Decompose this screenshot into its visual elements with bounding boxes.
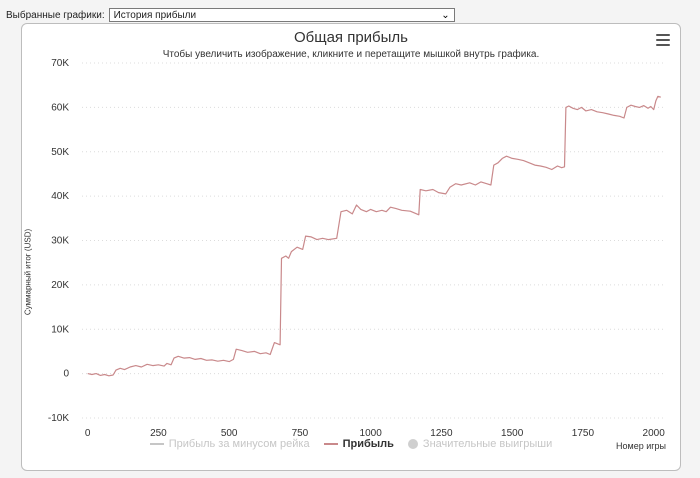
- x-axis-title: Номер игры: [616, 441, 666, 451]
- legend-line-symbol: [323, 443, 338, 445]
- x-tick-label: 1500: [501, 428, 524, 439]
- chart-selector-label: Выбранные графики:: [6, 9, 105, 21]
- y-tick-label: 70K: [51, 58, 69, 69]
- legend-item-profit-minus-rake[interactable]: Прибыль за минусом рейка: [149, 438, 310, 450]
- legend-label: Прибыль: [342, 438, 394, 450]
- x-tick-label: 2000: [643, 428, 666, 439]
- legend-label: Значительные выигрыши: [422, 438, 553, 450]
- y-tick-label: 30K: [51, 236, 69, 247]
- hamburger-menu-icon[interactable]: [656, 34, 670, 46]
- x-tick-label: 0: [85, 428, 91, 439]
- y-tick-label: 50K: [51, 147, 69, 158]
- y-tick-label: 20K: [51, 280, 69, 291]
- chart-title: Общая прибыль: [293, 29, 409, 46]
- legend-item-big-wins[interactable]: Значительные выигрыши: [407, 438, 553, 450]
- chart-panel[interactable]: Общая прибыль Чтобы увеличить изображени…: [21, 23, 681, 471]
- y-tick-label: -10K: [48, 413, 69, 424]
- legend-line-symbol: [149, 443, 164, 445]
- x-tick-label: 1000: [360, 428, 383, 439]
- chart-selector-bar: Выбранные графики: История прибыли ⌄: [6, 7, 455, 23]
- chevron-down-icon: ⌄: [441, 10, 450, 21]
- y-axis-title: Суммарный итог (USD): [23, 228, 33, 316]
- x-tick-label: 1750: [572, 428, 595, 439]
- y-tick-label: 60K: [51, 102, 69, 113]
- legend-dot-symbol: [407, 439, 418, 449]
- y-tick-label: 10K: [51, 324, 69, 335]
- series-line-profit[interactable]: [87, 95, 661, 377]
- legend-label: Прибыль за минусом рейка: [168, 438, 310, 450]
- y-tick-label: 0: [63, 369, 69, 380]
- legend: Прибыль за минусом рейка Прибыль Значите…: [22, 437, 680, 451]
- chart-select[interactable]: История прибыли ⌄: [108, 8, 455, 22]
- x-tick-label: 500: [221, 428, 238, 439]
- y-tick-label: 40K: [51, 191, 69, 202]
- chart-select-value: История прибыли: [113, 10, 197, 21]
- legend-item-profit[interactable]: Прибыль: [323, 438, 394, 450]
- plot-area[interactable]: -10K 0 10K 20K 30K 40K 50K 60K 70K 0 250 500 750 100…: [22, 24, 681, 471]
- x-tick-label: 1250: [430, 428, 453, 439]
- chart-subtitle: Чтобы увеличить изображение, кликните и …: [162, 49, 540, 60]
- x-tick-label: 250: [150, 428, 167, 439]
- x-tick-label: 750: [292, 428, 309, 439]
